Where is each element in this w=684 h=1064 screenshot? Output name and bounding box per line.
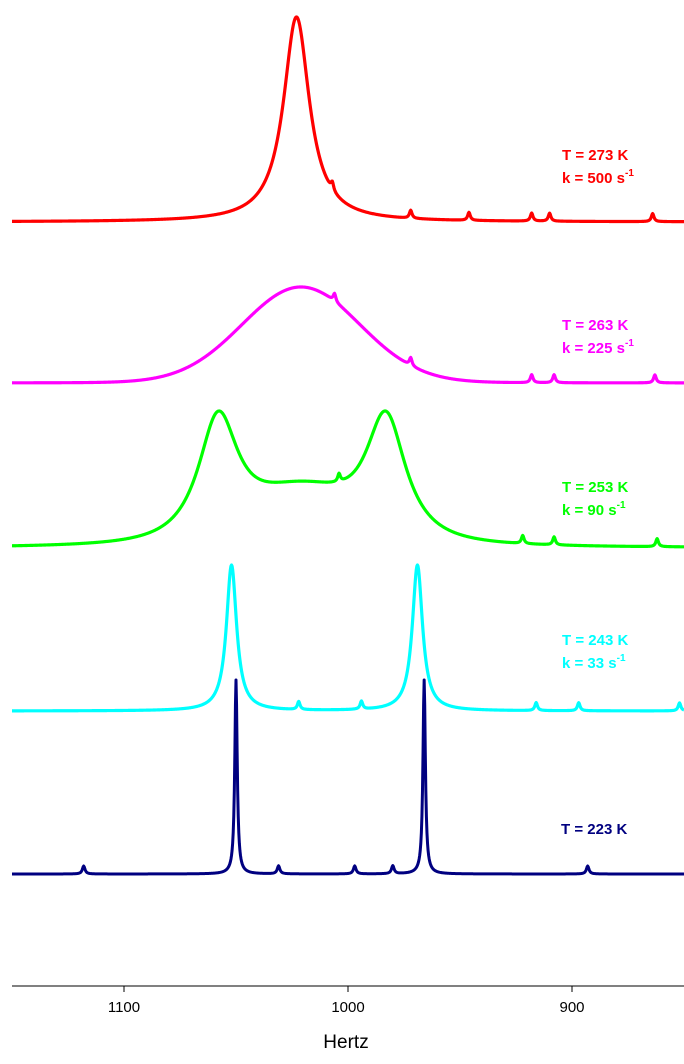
x-axis-title: Hertz [323, 1032, 368, 1053]
x-tick-label-1100: 1100 [108, 999, 140, 1016]
rate-exponent-1: -1 [625, 168, 634, 179]
spectrum-line-4 [10, 563, 684, 713]
rate-label-2: k = 225 s-1 [562, 338, 634, 357]
x-axis: 1100 1000 900 [12, 985, 684, 1016]
rate-label-3: k = 90 s-1 [562, 500, 626, 519]
temperature-label-2: T = 263 K [562, 317, 628, 334]
rate-exponent-4: -1 [617, 653, 626, 664]
spectra-layer [10, 15, 684, 876]
series-labels: T = 273 K k = 500 s-1 T = 263 K k = 225 s-1… [561, 147, 634, 838]
spectrum-line-5 [11, 678, 684, 876]
spectrum-line-2 [10, 285, 684, 385]
temperature-label-3: T = 253 K [562, 479, 628, 496]
x-tick-label-900: 900 [559, 999, 584, 1016]
spectrum-line-1 [10, 15, 684, 224]
spectrum-line-3 [10, 409, 684, 549]
temperature-label-4: T = 243 K [562, 632, 628, 649]
rate-label-1: k = 500 s-1 [562, 168, 634, 187]
temperature-label-5: T = 223 K [561, 821, 627, 838]
temperature-label-1: T = 273 K [562, 147, 628, 164]
x-tick-label-1000: 1000 [331, 999, 364, 1016]
rate-exponent-3: -1 [617, 500, 626, 511]
rate-label-4: k = 33 s-1 [562, 653, 626, 672]
rate-exponent-2: -1 [625, 338, 634, 349]
